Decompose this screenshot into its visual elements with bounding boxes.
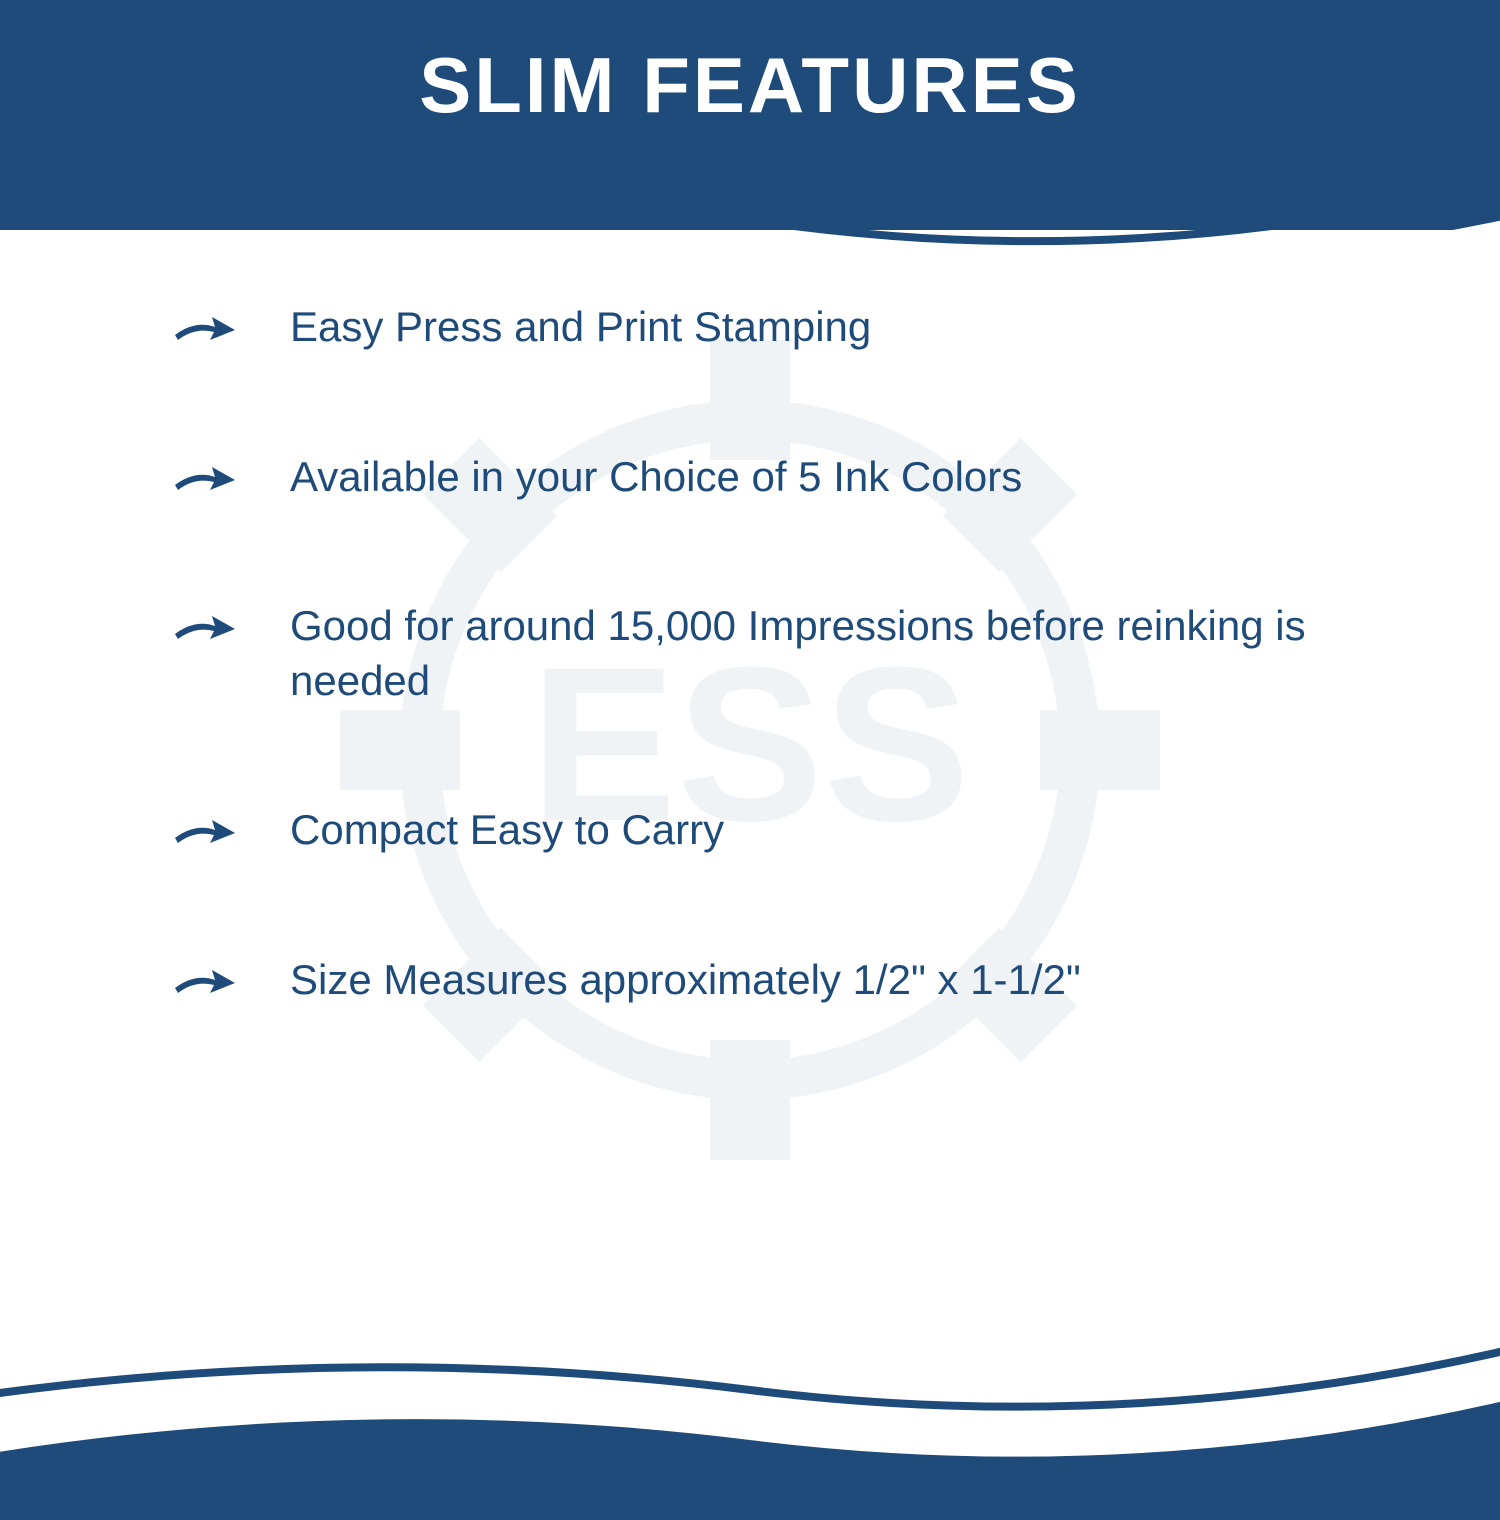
feature-list: Easy Press and Print Stamping Available … [170, 300, 1350, 1103]
arrow-icon [170, 455, 240, 500]
arrow-icon [170, 305, 240, 350]
feature-item: Compact Easy to Carry [170, 803, 1350, 858]
feature-text: Good for around 15,000 Impressions befor… [290, 599, 1350, 708]
arrow-icon [170, 808, 240, 853]
page-title: SLIM FEATURES [0, 40, 1500, 131]
arrow-icon [170, 604, 240, 649]
bottom-swoosh [0, 1240, 1500, 1520]
feature-item: Easy Press and Print Stamping [170, 300, 1350, 355]
feature-text: Size Measures approximately 1/2" x 1-1/2… [290, 953, 1081, 1008]
feature-item: Size Measures approximately 1/2" x 1-1/2… [170, 953, 1350, 1008]
feature-text: Available in your Choice of 5 Ink Colors [290, 450, 1022, 505]
infographic-container: SLIM FEATURES ESS Easy Press and Print S… [0, 0, 1500, 1500]
feature-text: Compact Easy to Carry [290, 803, 724, 858]
feature-text: Easy Press and Print Stamping [290, 300, 871, 355]
arrow-icon [170, 958, 240, 1003]
feature-item: Good for around 15,000 Impressions befor… [170, 599, 1350, 708]
feature-item: Available in your Choice of 5 Ink Colors [170, 450, 1350, 505]
